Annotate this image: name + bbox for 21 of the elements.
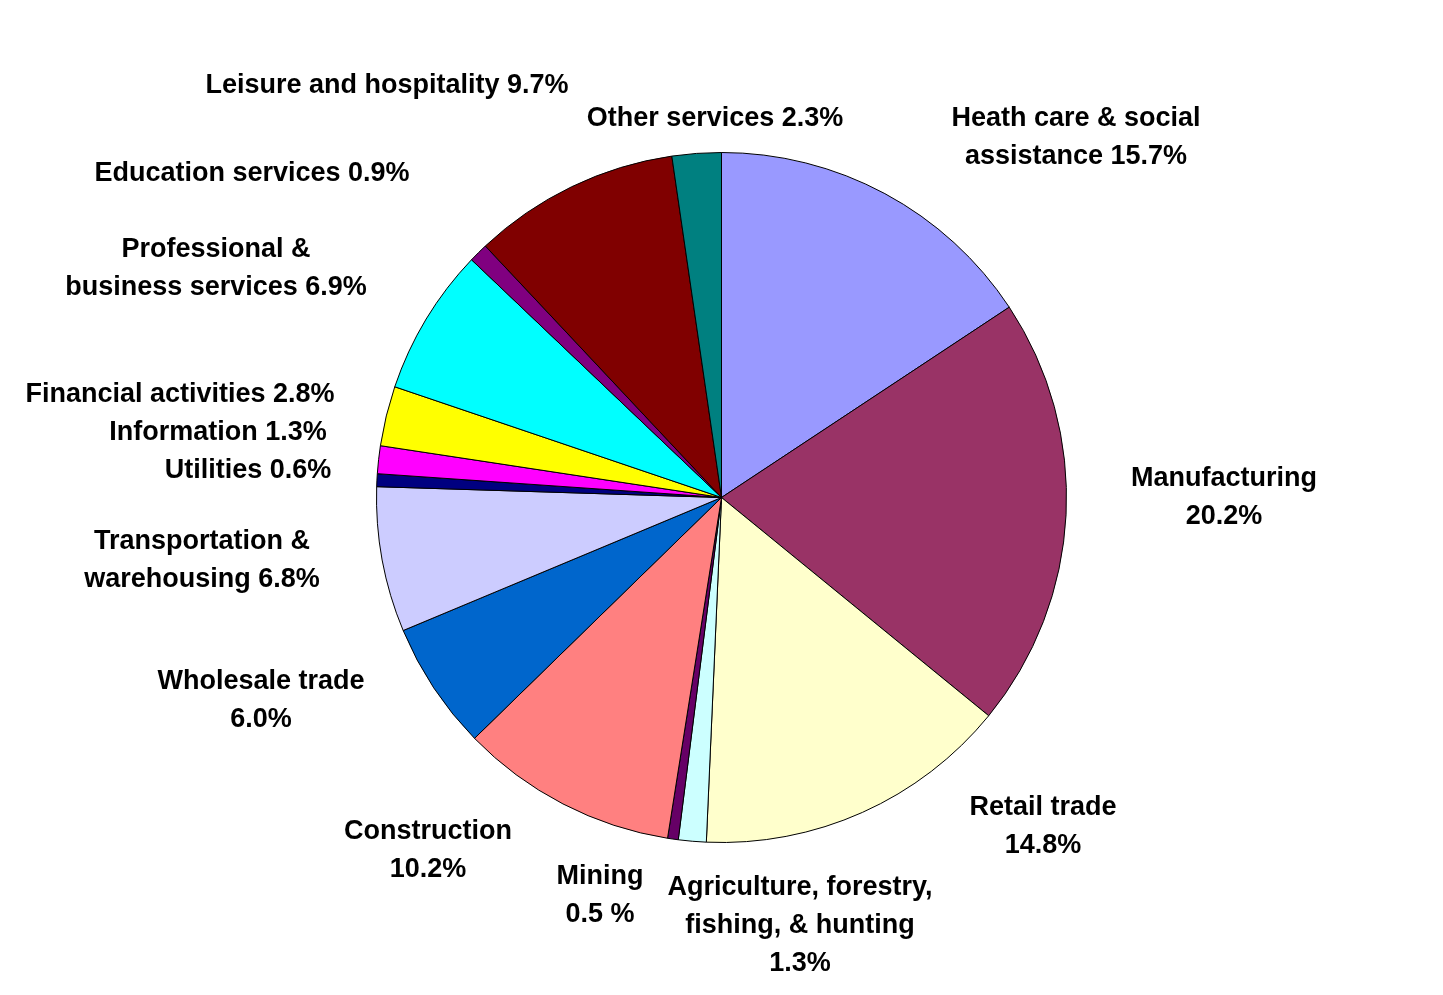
slice-label: Information 1.3% bbox=[109, 416, 327, 446]
slice-label: Wholesale trade bbox=[157, 665, 365, 695]
slice-label: Mining bbox=[556, 860, 644, 890]
data-label: 1.3% bbox=[769, 947, 831, 977]
slice-label: Transportation & warehousing 6.8% bbox=[83, 525, 320, 593]
slice-label: Utilities 0.6% bbox=[164, 454, 332, 484]
slice-label: Leisure and hospitality 9.7% bbox=[205, 69, 569, 99]
slice-label: Manufacturing bbox=[1131, 462, 1317, 492]
slice-label: Construction bbox=[344, 815, 512, 845]
slice-label: Retail trade bbox=[969, 791, 1117, 821]
data-label: 14.8% bbox=[1004, 829, 1082, 859]
data-label: 10.2% bbox=[389, 853, 467, 883]
data-label: 0.5 % bbox=[565, 898, 635, 928]
slice-label: Education services 0.9% bbox=[94, 157, 410, 187]
data-label: 20.2% bbox=[1185, 500, 1263, 530]
slice-label: Heath care & social assistance 15.7% bbox=[951, 102, 1201, 170]
slice-label: Other services 2.3% bbox=[586, 102, 844, 132]
slice-label: Agriculture, forestry, fishing, & hunting bbox=[667, 871, 933, 939]
data-label: 6.0% bbox=[230, 703, 292, 733]
slice-label: Financial activities 2.8% bbox=[25, 378, 335, 408]
slice-label: Professional & business services 6.9% bbox=[65, 233, 367, 301]
